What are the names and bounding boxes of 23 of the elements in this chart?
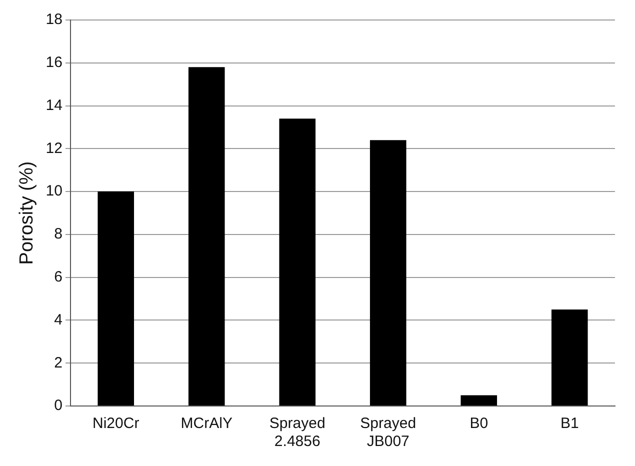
y-tick-label: 16 [46,54,62,72]
y-tick-label: 2 [54,354,62,372]
x-tick-label: B1 [560,415,579,432]
y-tick-label: 4 [54,311,62,328]
y-tick-label: 14 [46,96,62,114]
bar [551,310,588,406]
x-tick-label: Ni20Cr [92,415,140,432]
x-tick-label: Sprayed JB007 [360,415,416,450]
bar [370,140,406,406]
y-tick-label: 10 [46,182,62,200]
y-tick-label: 6 [54,268,62,286]
bar [188,67,225,406]
y-axis-title: Porosity (%) [16,161,38,265]
bar [460,395,498,406]
y-tick-label: 0 [54,397,62,414]
bar [279,118,316,406]
x-tick-label: MCrAlY [180,415,232,432]
bar [98,192,134,406]
y-tick-label: 12 [46,140,62,157]
x-tick-label: B0 [470,415,488,432]
y-tick-label: 18 [46,11,62,28]
x-tick-label: Sprayed 2.4856 [269,415,326,450]
y-tick-label: 8 [54,226,62,243]
